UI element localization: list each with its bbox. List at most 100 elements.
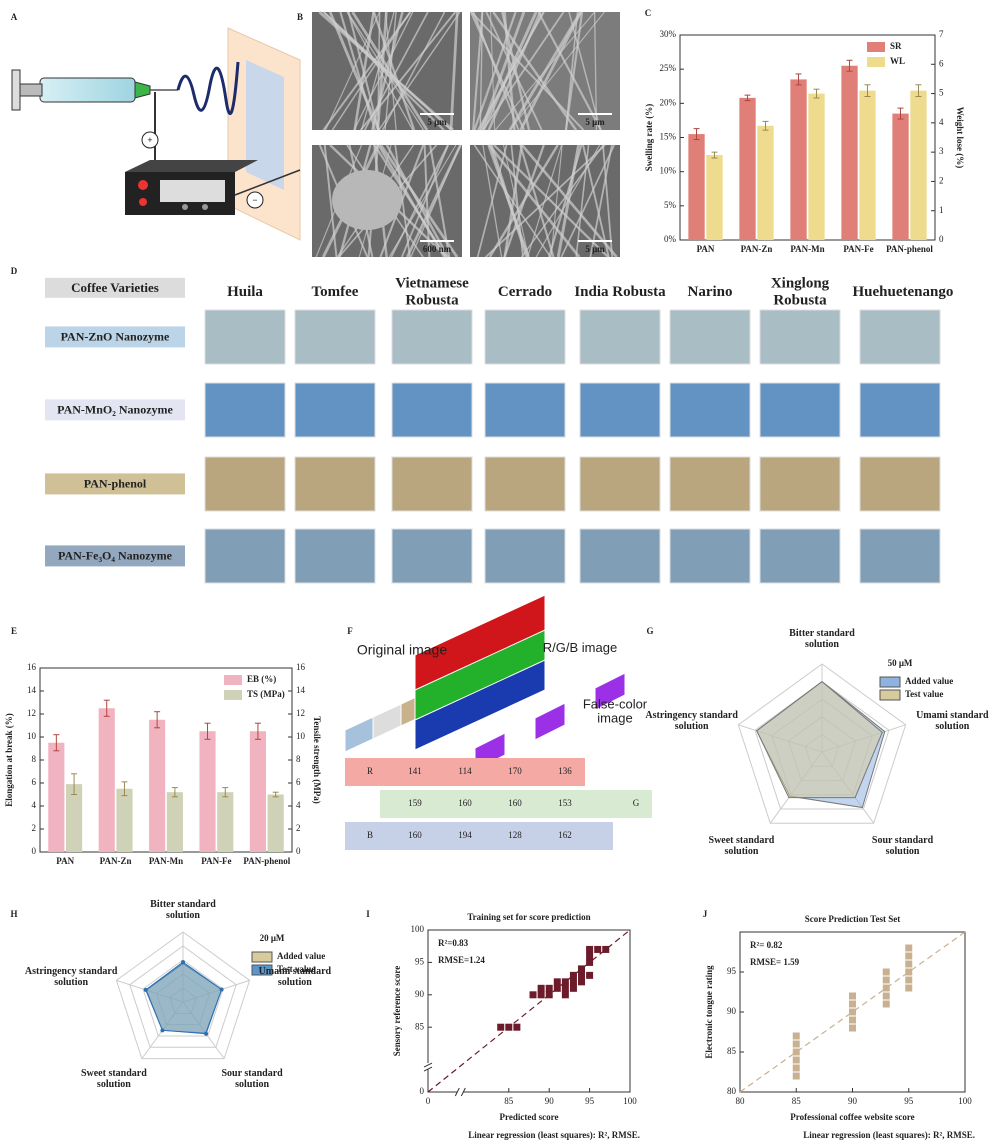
- radar-axis-label: Astringency standard solution: [24, 966, 118, 989]
- fiber: [550, 144, 563, 258]
- bar: [688, 134, 705, 240]
- y-tick-label: 2: [32, 823, 37, 833]
- fiber: [472, 11, 484, 131]
- fiber: [353, 11, 414, 131]
- fiber: [377, 11, 381, 131]
- fiber: [322, 11, 412, 131]
- x-tick-label: 100: [623, 1096, 637, 1106]
- radar-axis-label: Sweet standard solution: [80, 1068, 147, 1091]
- legend-swatch: [251, 964, 273, 976]
- row-label: PAN-MnO₂ Nanozyme: [45, 399, 185, 421]
- panel-letter: F: [347, 626, 353, 636]
- variety-header: Vietnamese Robusta: [395, 275, 469, 309]
- radar-ring: [754, 680, 890, 810]
- point: [882, 968, 890, 976]
- color-swatch: [204, 309, 286, 365]
- color-swatch: [484, 309, 566, 365]
- x-axis-label: Professional coffee website score: [790, 1112, 914, 1122]
- fiber: [381, 11, 446, 131]
- radar-axis-label: Sour standard solution: [221, 1068, 283, 1091]
- color-swatch: [669, 456, 751, 512]
- radar-axis-label: Sweet standard solution: [708, 834, 775, 857]
- y2-tick-label: 2: [296, 823, 301, 833]
- identity-line: [427, 929, 631, 1093]
- bar: [199, 731, 216, 852]
- y-tick-label: 0: [420, 1086, 425, 1096]
- sem-scale-label: 600 nm: [423, 244, 452, 254]
- y-tick-label: 4: [32, 800, 37, 810]
- bar: [249, 731, 266, 852]
- image-label: R/G/B image: [542, 639, 618, 655]
- legend-label: TS (MPa): [247, 689, 285, 699]
- point: [586, 945, 594, 953]
- variety-header: Huila: [227, 283, 263, 300]
- variety-header: Tomfee: [311, 283, 359, 300]
- legend-label: Added value: [277, 951, 325, 961]
- x-tick-label: PAN-phenol: [243, 856, 290, 866]
- point: [578, 978, 586, 986]
- legend-swatch: [224, 675, 242, 685]
- color-swatch: [759, 382, 841, 438]
- variety-header: Narino: [687, 283, 733, 300]
- fiber: [488, 144, 559, 258]
- fiber: [401, 144, 449, 258]
- positive-electrode: +: [147, 135, 152, 145]
- color-swatch: [391, 309, 473, 365]
- channel-value: 128: [508, 830, 522, 840]
- color-swatch: [859, 456, 941, 512]
- fiber: [485, 144, 606, 258]
- y-tick-label: 10: [27, 731, 37, 741]
- point: [849, 1016, 856, 1024]
- radar-title: 20 μM: [260, 933, 285, 943]
- y-tick-label: 0: [32, 846, 37, 856]
- fiber: [521, 144, 604, 258]
- y-tick-label: 95: [727, 966, 737, 976]
- fiber: [351, 11, 429, 131]
- point: [882, 984, 890, 992]
- color-swatch: [669, 309, 751, 365]
- color-swatch: [484, 528, 566, 584]
- point: [569, 978, 577, 986]
- point: [905, 984, 913, 992]
- bar: [790, 79, 807, 241]
- y2-tick-label: 4: [939, 117, 944, 127]
- panel-letter: E: [11, 626, 17, 636]
- original-strip: [344, 716, 374, 753]
- color-swatch: [579, 309, 661, 365]
- bar: [66, 784, 83, 852]
- y-tick-label: 95: [415, 956, 425, 966]
- y2-tick-label: 3: [939, 146, 944, 156]
- point: [553, 984, 561, 992]
- fiber: [470, 11, 585, 131]
- point: [553, 978, 561, 986]
- color-swatch: [759, 309, 841, 365]
- y2-tick-label: 0: [296, 846, 301, 856]
- x-tick-label: 0: [426, 1096, 431, 1106]
- fiber: [423, 144, 431, 258]
- image-label: Original image: [356, 641, 448, 658]
- bar: [859, 90, 876, 241]
- point: [569, 971, 577, 979]
- color-swatch: [294, 528, 376, 584]
- channel-value: 170: [508, 766, 522, 776]
- channel-value: 160: [408, 830, 422, 840]
- x-tick-label: PAN-Mn: [149, 856, 183, 866]
- color-swatch: [391, 528, 473, 584]
- color-swatch: [204, 382, 286, 438]
- x-tick-label: 80: [736, 1096, 746, 1106]
- fiber: [593, 11, 598, 131]
- channel-row: [345, 758, 585, 786]
- fiber: [429, 144, 451, 258]
- y2-tick-label: 1: [939, 205, 944, 215]
- point: [513, 1023, 521, 1031]
- point: [882, 976, 890, 984]
- radar-ring: [737, 663, 907, 824]
- fiber: [364, 11, 429, 131]
- point: [905, 976, 913, 984]
- y-tick-label: 14: [27, 685, 37, 695]
- sem-images: [312, 10, 620, 258]
- point: [561, 978, 569, 986]
- fiber: [480, 11, 526, 131]
- fiber: [485, 11, 543, 131]
- y-tick-label: 6: [32, 777, 37, 787]
